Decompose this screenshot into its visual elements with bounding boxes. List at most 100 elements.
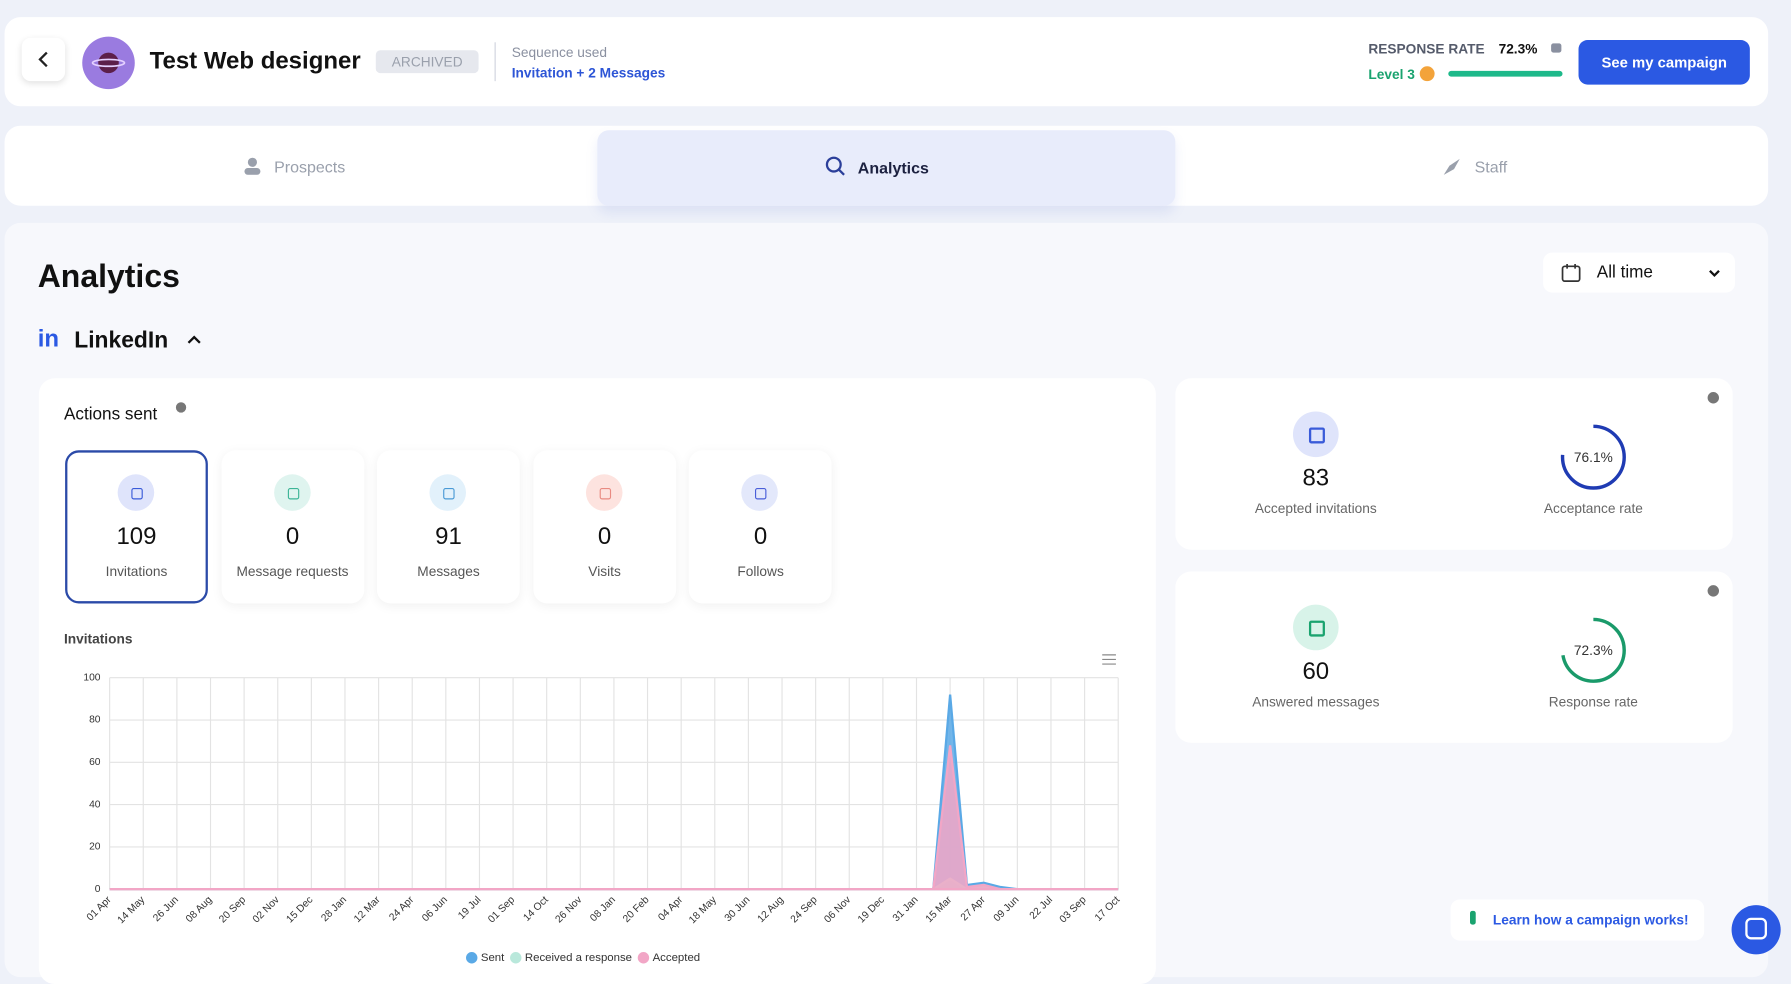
x-tick-label: 27 Apr	[959, 894, 988, 923]
stat-label: Acceptance rate	[1543, 500, 1643, 517]
stat-value: 83	[1302, 465, 1330, 492]
action-value: 0	[285, 523, 300, 550]
x-tick-label: 08 Aug	[184, 894, 215, 925]
stat-icon	[1292, 604, 1339, 651]
level: Level 3	[1368, 66, 1415, 83]
chart-title: Invitations	[64, 632, 133, 647]
chart: Invitations 0 20 40 60 80 100 01 Apr 14 May 26 J…	[64, 632, 1122, 964]
divider	[494, 42, 496, 82]
staff-icon	[1443, 158, 1460, 175]
date-filter[interactable]	[1543, 252, 1736, 293]
chat-icon	[1745, 917, 1767, 940]
filter-label: All time	[1596, 262, 1653, 283]
action-icon	[429, 474, 467, 511]
info-icon	[1707, 392, 1720, 404]
action-icon-glyph	[287, 488, 299, 500]
section-title[interactable]: LinkedIn	[74, 328, 169, 354]
comment-icon	[1551, 43, 1562, 53]
x-tick-label: 31 Jan	[891, 894, 921, 924]
x-tick-label: 09 Jun	[992, 894, 1022, 924]
rate-value: 72.3%	[1498, 41, 1538, 58]
x-tick-label: 30 Jun	[723, 894, 753, 924]
x-tick-label: 12 Mar	[352, 894, 383, 925]
tab[interactable]: Staff	[1474, 157, 1508, 177]
action-label: Invitations	[105, 563, 168, 580]
legend-marker	[510, 952, 522, 964]
ring-label: 72.3%	[1574, 643, 1613, 658]
legend-marker	[466, 952, 478, 964]
sequence-label: Sequence used	[511, 44, 607, 61]
x-tick-label: 26 Nov	[554, 894, 585, 925]
ring-arc	[1560, 424, 1626, 490]
help-link[interactable]	[1450, 899, 1705, 941]
campaign-title: Test Web designer	[149, 48, 361, 75]
x-tick-label: 15 Mar	[924, 894, 955, 925]
y-tick-label: 0	[95, 884, 101, 895]
action-label: Visits	[588, 563, 621, 580]
y-tick-label: 80	[89, 715, 101, 726]
stat-icon	[1292, 411, 1339, 458]
x-tick-label: 06 Nov	[823, 894, 854, 925]
y-tick-label: 100	[83, 672, 100, 683]
legend-label: Accepted	[653, 952, 701, 964]
y-tick-label: 60	[89, 757, 101, 768]
chat-button[interactable]	[1731, 905, 1781, 955]
rate-title: RESPONSE RATE	[1368, 41, 1485, 58]
stat-label: Response rate	[1548, 693, 1638, 710]
sequence-link[interactable]: Invitation + 2 Messages	[511, 65, 666, 82]
stat-label: Accepted invitations	[1254, 500, 1377, 517]
x-tick-label: 12 Aug	[756, 894, 787, 925]
y-tick-label: 20	[89, 842, 101, 853]
rate-ring: 76.1%	[1560, 424, 1626, 490]
avatar	[82, 36, 135, 90]
x-tick-label: 14 Oct	[522, 894, 551, 923]
response-card	[1175, 571, 1733, 743]
x-tick-label: 04 Apr	[656, 894, 685, 923]
x-tick-label: 20 Sep	[217, 894, 248, 925]
collapse-icon[interactable]	[185, 331, 203, 349]
page-title: Analytics	[37, 258, 180, 294]
legend-label: Received a response	[525, 952, 632, 964]
help-text[interactable]: Learn how a campaign works!	[1492, 912, 1689, 929]
stat-icon-glyph	[1308, 620, 1325, 637]
tab[interactable]: Prospects	[274, 157, 346, 177]
action-value: 0	[597, 523, 612, 550]
analytics-icon	[825, 156, 845, 176]
prospects-icon	[244, 157, 261, 175]
x-tick-label: 24 Apr	[388, 894, 417, 923]
status-badge: ARCHIVED	[375, 50, 479, 74]
back-icon	[38, 51, 48, 68]
action-icon	[585, 474, 623, 511]
x-tick-label: 14 May	[116, 894, 148, 926]
avatar-icon	[91, 52, 126, 74]
info-icon	[1707, 585, 1720, 597]
series-area	[109, 745, 1119, 891]
stat-value: 60	[1302, 658, 1330, 685]
action-label: Messages	[417, 563, 480, 580]
tab[interactable]: Analytics	[857, 158, 929, 178]
help-icon	[1470, 910, 1476, 925]
action-icon	[273, 474, 311, 511]
x-tick-label: 01 Apr	[85, 894, 114, 923]
menu-icon[interactable]	[1102, 654, 1116, 665]
x-tick-label: 01 Sep	[486, 894, 517, 925]
x-tick-label: 20 Feb	[621, 894, 652, 925]
x-tick-label: 19 Jul	[456, 895, 483, 922]
x-tick-label: 22 Jul	[1028, 895, 1055, 922]
acceptance-card	[1175, 378, 1733, 550]
calendar-icon	[1561, 264, 1581, 283]
x-tick-label: 15 Dec	[285, 895, 316, 926]
action-icon	[741, 474, 779, 511]
ring-arc	[1560, 617, 1626, 683]
x-tick-label: 17 Oct	[1093, 894, 1122, 923]
x-tick-label: 03 Sep	[1058, 894, 1089, 925]
action-value: 91	[435, 523, 462, 550]
back-button[interactable]	[21, 37, 66, 82]
linkedin-logo: in	[37, 325, 60, 353]
action-icon-glyph	[443, 488, 455, 500]
see-campaign-button[interactable]: See my campaign	[1578, 40, 1750, 85]
x-tick-label: 18 May	[687, 894, 719, 926]
level-emoji	[1419, 66, 1435, 82]
